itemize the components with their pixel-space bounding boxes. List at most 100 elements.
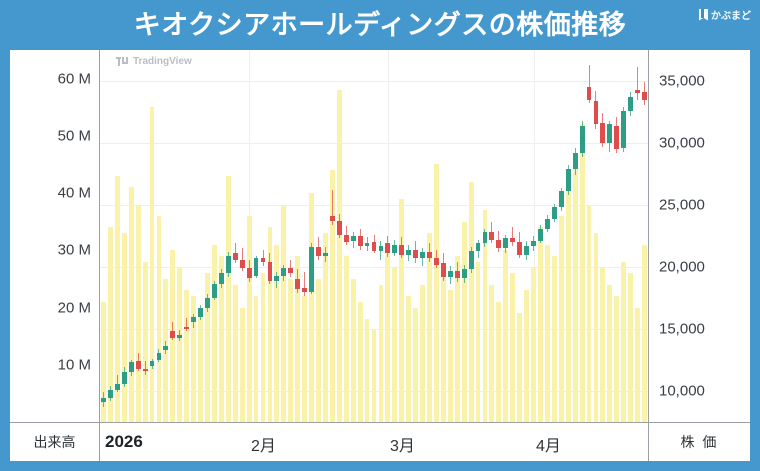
volume-axis-tick: 20 M <box>57 299 91 317</box>
volume-bar <box>489 284 495 422</box>
plot-area: TradingView <box>100 50 648 422</box>
brand-logo: かぶまど <box>699 7 751 22</box>
brand-name: かぶまど <box>711 11 751 22</box>
candle-body <box>274 275 280 281</box>
volume-bar <box>434 164 439 422</box>
volume-axis-tick: 30 M <box>57 241 91 259</box>
time-axis-tick: 2月 <box>251 438 276 455</box>
volume-series <box>100 50 648 422</box>
volume-axis: 60 M 50 M 40 M 30 M 20 M 10 M <box>10 50 100 422</box>
candle-wick <box>290 259 292 277</box>
candle-body <box>607 124 613 143</box>
candle-body <box>309 247 314 292</box>
gridline-horizontal <box>100 205 648 206</box>
candle-body <box>392 244 398 254</box>
volume-bar <box>406 296 412 422</box>
candle-wick <box>512 227 514 246</box>
volume-axis-tick: 10 M <box>57 356 91 374</box>
volume-bar <box>191 296 197 422</box>
candle-body <box>475 243 481 251</box>
candle-body <box>427 252 432 259</box>
volume-bar <box>440 273 446 422</box>
volume-bar <box>558 215 564 422</box>
page-title: キオクシアホールディングスの株価推移 <box>133 10 627 40</box>
candle-body <box>440 263 446 277</box>
candle-wick <box>331 190 333 225</box>
volume-bar <box>246 215 252 422</box>
candle-body <box>239 259 245 269</box>
candle-wick <box>186 317 188 332</box>
volume-bar <box>399 198 405 422</box>
volume-bar <box>454 256 460 422</box>
price-axis: 35,000 30,000 25,000 20,000 15,000 10,000 <box>648 50 750 422</box>
price-axis-tick: 15,000 <box>659 320 705 338</box>
candle-body <box>558 191 564 208</box>
candle-body <box>329 216 335 222</box>
candle-body <box>343 234 349 243</box>
volume-bar <box>524 290 530 422</box>
volume-axis-title: 出来高 <box>10 423 100 461</box>
volume-bar <box>101 301 106 422</box>
volume-bar <box>357 301 363 422</box>
price-axis-tick: 35,000 <box>659 72 705 90</box>
volume-bar <box>427 233 432 422</box>
price-axis-title: 株 価 <box>648 423 750 461</box>
time-axis: 2026 2月 3月 4月 <box>100 423 648 461</box>
volume-bar <box>142 261 148 422</box>
candle-body <box>572 152 578 170</box>
candle-body <box>177 335 183 338</box>
candle-body <box>461 269 467 279</box>
volume-bar <box>274 244 280 422</box>
candle-body <box>218 273 224 285</box>
volume-bar <box>198 313 203 422</box>
volume-bar <box>156 215 162 422</box>
price-axis-tick: 30,000 <box>659 134 705 152</box>
gridline-vertical <box>388 50 389 422</box>
volume-bar <box>378 284 384 422</box>
candle-body <box>156 352 162 360</box>
candle-body <box>600 123 606 143</box>
volume-bar <box>149 107 155 422</box>
candle-body <box>232 253 238 260</box>
price-axis-tick: 10,000 <box>659 382 705 400</box>
candle-body <box>101 398 106 403</box>
candle-body <box>538 228 543 241</box>
candle-body <box>357 236 363 246</box>
candle-body <box>364 243 370 246</box>
gridline-horizontal <box>100 81 648 82</box>
gridline-horizontal <box>100 267 648 268</box>
candle-body <box>579 125 585 153</box>
candle-wick <box>637 67 639 100</box>
candle-body <box>302 288 308 292</box>
candle-wick <box>172 321 174 341</box>
volume-bar <box>184 290 190 422</box>
candle-body <box>468 250 474 270</box>
candle-body <box>454 270 460 279</box>
candle-body <box>413 249 419 259</box>
candle-body <box>434 258 439 265</box>
volume-bar <box>350 278 356 422</box>
volume-bar <box>635 307 640 422</box>
volume-bar <box>225 175 231 422</box>
chart-body: 60 M 50 M 40 M 30 M 20 M 10 M TradingView 35,… <box>10 50 750 422</box>
volume-bar <box>621 261 627 422</box>
volume-bar <box>600 267 606 422</box>
candle-body <box>510 238 516 243</box>
candle-body <box>482 232 488 244</box>
candle-body <box>586 87 592 100</box>
candle-body <box>170 331 176 338</box>
volume-bar <box>107 227 113 422</box>
time-axis-tick: 4月 <box>536 438 561 455</box>
candle-body <box>371 242 377 251</box>
candle-body <box>121 372 127 384</box>
header-bar: キオクシアホールディングスの株価推移 かぶまど <box>0 0 760 50</box>
candle-body <box>621 110 627 148</box>
volume-bar <box>607 284 613 422</box>
candle-body <box>642 92 647 100</box>
volume-bar <box>323 233 328 422</box>
candle-body <box>107 389 113 399</box>
candle-body <box>635 89 640 94</box>
volume-bar <box>461 221 467 422</box>
candle-body <box>128 362 134 373</box>
volume-bar <box>114 175 120 422</box>
